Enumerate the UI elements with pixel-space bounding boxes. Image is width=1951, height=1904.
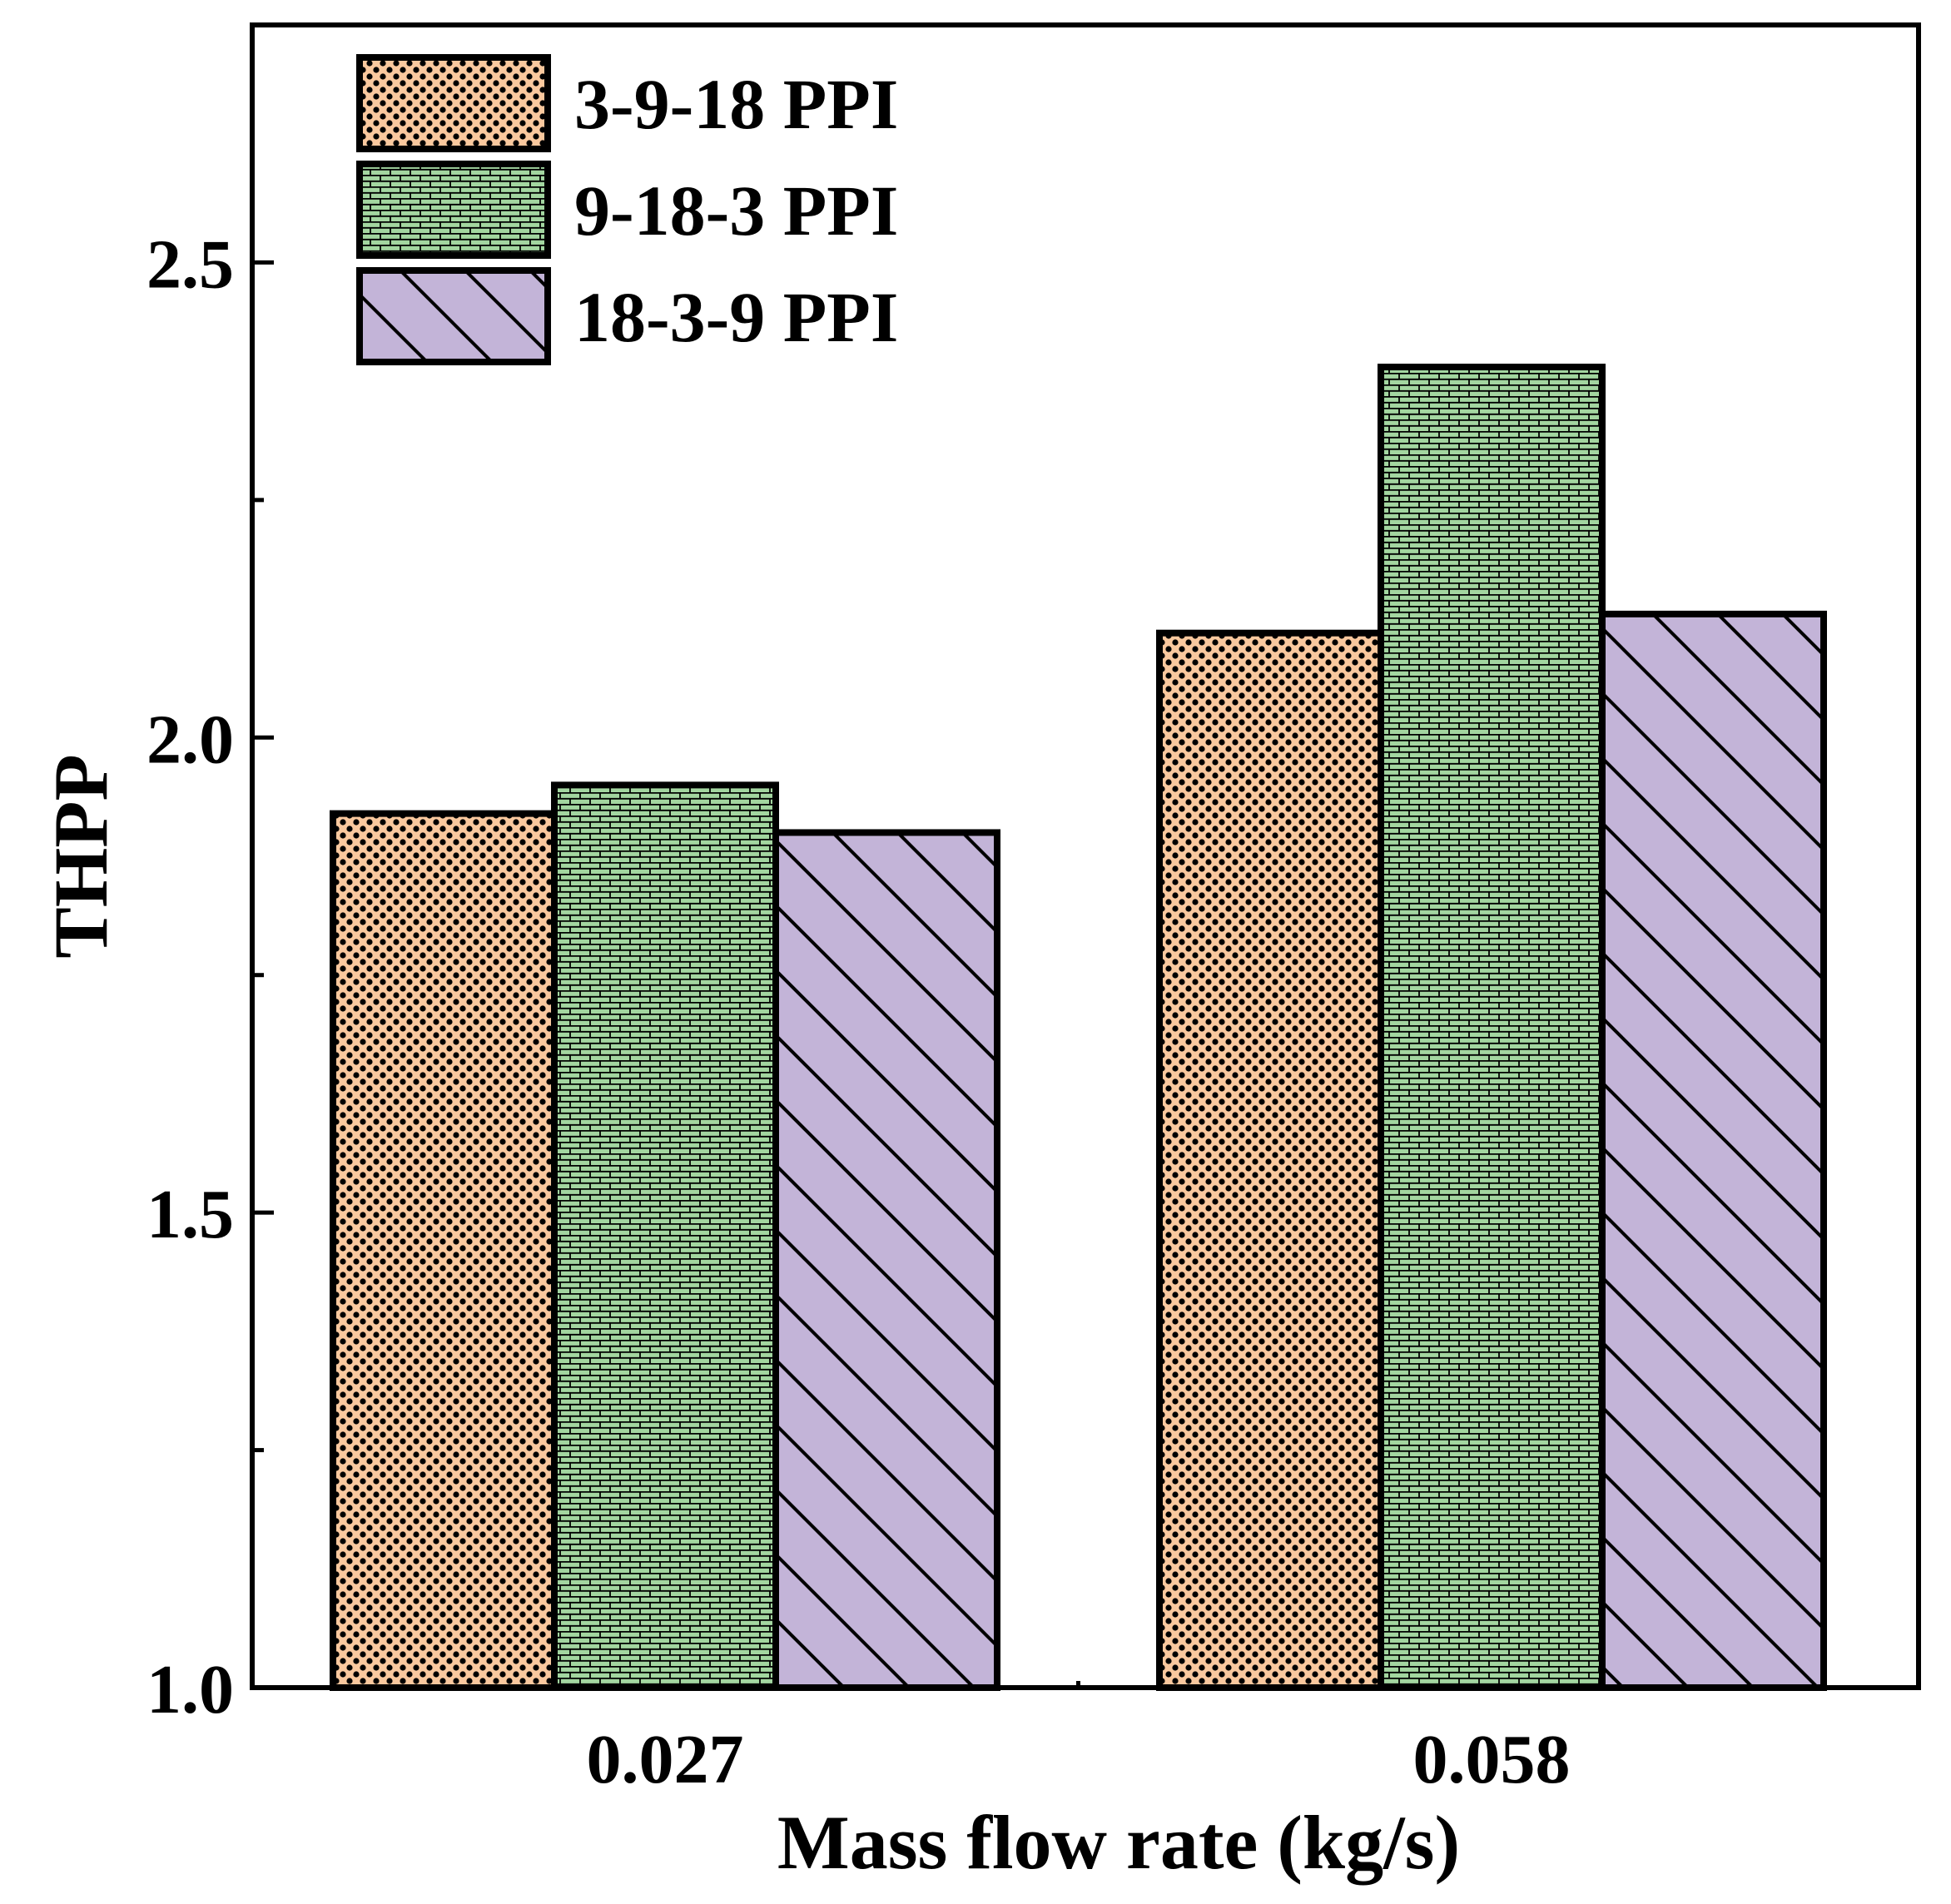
x-axis-label: Mass flow rate (kg/s) (777, 1800, 1460, 1885)
legend-swatch (356, 161, 551, 259)
x-tick-label: 0.027 (587, 1721, 744, 1798)
y-tick-label: 2.0 (146, 701, 234, 778)
y-axis-label: THPP (38, 754, 123, 958)
x-axis: 0.027 0.058 (587, 1676, 1571, 1798)
bar (1378, 364, 1606, 1692)
legend-label: 3-9-18 PPI (574, 64, 898, 144)
x-tick-label: 0.058 (1413, 1721, 1571, 1798)
y-axis: 1.0 1.5 2.0 2.5 (146, 226, 274, 1728)
y-tick-label: 2.5 (146, 226, 234, 303)
plot-frame (250, 22, 1921, 1690)
bars-group (330, 364, 1827, 1692)
legend-swatch (356, 54, 551, 152)
bar (1156, 629, 1384, 1691)
legend-label: 9-18-3 PPI (574, 171, 898, 250)
bar (772, 829, 1000, 1691)
y-tick-label: 1.0 (146, 1651, 234, 1728)
bar (330, 810, 558, 1692)
legend: 3-9-18 PPI 9-18-3 PPI 18-3-9 PPI (356, 54, 898, 365)
bar (1599, 610, 1827, 1691)
legend-label: 18-3-9 PPI (574, 277, 898, 357)
legend-swatch (356, 267, 551, 365)
bar (551, 781, 779, 1691)
y-tick-label: 1.5 (146, 1176, 234, 1253)
